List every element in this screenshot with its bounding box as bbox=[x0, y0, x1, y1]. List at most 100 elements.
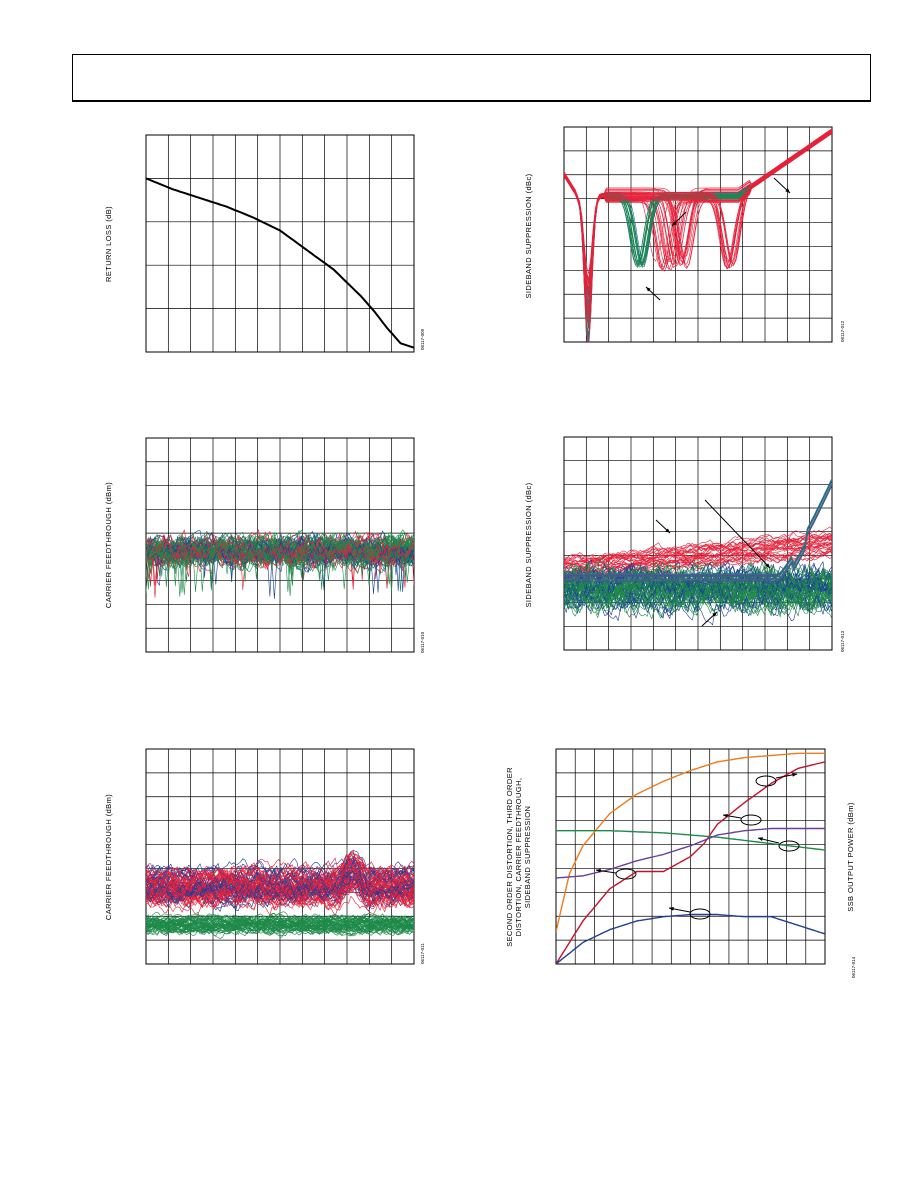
arrow-head bbox=[665, 528, 670, 533]
carrier-trace bbox=[146, 918, 414, 931]
carrier-trace bbox=[146, 869, 414, 907]
arrow-head bbox=[785, 188, 790, 193]
sideband-trace bbox=[564, 128, 832, 325]
arrow-head bbox=[792, 772, 797, 777]
sideband-trace bbox=[564, 539, 832, 568]
sideband-trace bbox=[564, 581, 832, 611]
figure-id: 06117-012 bbox=[840, 320, 845, 342]
sideband-trace bbox=[564, 546, 832, 579]
sideband-trace bbox=[564, 131, 832, 314]
y-axis-label-right: SSB OUTPUT POWER (dBm) bbox=[846, 802, 855, 912]
sideband-trace bbox=[564, 132, 832, 317]
carrier-trace bbox=[146, 535, 414, 590]
y-axis-label-line3: SIDEBAND SUPPRESSION bbox=[523, 806, 532, 909]
annotation-ellipse bbox=[740, 814, 762, 826]
page-header-box bbox=[72, 54, 871, 102]
chart-sideband-suppression-1 bbox=[563, 126, 833, 343]
arrow-head bbox=[758, 837, 763, 841]
carrier-trace bbox=[146, 926, 414, 938]
sideband-trace bbox=[564, 485, 832, 582]
series-line-0 bbox=[556, 752, 825, 932]
arrow-head bbox=[723, 813, 728, 818]
sideband-trace bbox=[564, 562, 832, 597]
carrier-trace bbox=[146, 533, 414, 592]
carrier-trace bbox=[146, 881, 414, 912]
sideband-trace bbox=[564, 531, 832, 560]
sideband-trace bbox=[564, 132, 832, 320]
carrier-trace bbox=[146, 875, 414, 912]
figure-id: 06117-014 bbox=[851, 956, 856, 978]
sideband-trace bbox=[564, 483, 832, 580]
sideband-trace bbox=[564, 530, 832, 562]
sideband-trace bbox=[564, 526, 832, 561]
carrier-trace bbox=[146, 531, 414, 567]
sideband-trace bbox=[564, 541, 832, 572]
chart-return-loss bbox=[145, 134, 415, 353]
carrier-trace bbox=[146, 849, 414, 890]
series-line-3 bbox=[556, 827, 825, 879]
carrier-trace bbox=[146, 534, 414, 583]
chart-sideband-suppression-2 bbox=[563, 436, 833, 651]
carrier-trace bbox=[146, 532, 414, 568]
arrow-head bbox=[669, 906, 674, 911]
sideband-trace bbox=[564, 533, 832, 567]
annotation-ellipse bbox=[755, 775, 777, 787]
sideband-trace bbox=[564, 549, 832, 583]
annotation-ellipse bbox=[689, 908, 711, 920]
figure-id: 06117-009 bbox=[420, 328, 425, 350]
carrier-trace bbox=[146, 920, 414, 933]
sideband-trace bbox=[564, 480, 832, 577]
carrier-trace bbox=[146, 912, 414, 926]
arrow-head bbox=[672, 221, 677, 226]
chart-carrier-feedthrough-2 bbox=[145, 748, 415, 965]
carrier-trace bbox=[146, 920, 414, 933]
series-line-2 bbox=[556, 830, 825, 851]
carrier-trace bbox=[146, 919, 414, 931]
sideband-trace bbox=[564, 537, 832, 565]
annotation-ellipse bbox=[615, 868, 637, 880]
carrier-trace bbox=[146, 857, 414, 885]
y-axis-label: CARRIER FEEDTHROUGH (dBm) bbox=[104, 794, 113, 920]
arrow-head bbox=[646, 287, 651, 292]
sideband-trace bbox=[564, 130, 832, 329]
figure-id: 06117-010 bbox=[420, 631, 425, 653]
carrier-trace bbox=[146, 866, 414, 906]
sideband-trace bbox=[564, 479, 832, 576]
annotation-arrow bbox=[704, 499, 771, 569]
sideband-trace bbox=[564, 584, 832, 615]
y-axis-label: SIDEBAND SUPPRESSION (dBc) bbox=[524, 482, 533, 607]
y-axis-label-line2: DISTORTION, CARRIER FEEDTHROUGH, bbox=[514, 778, 523, 937]
carrier-trace bbox=[146, 870, 414, 910]
y-axis-label: RETURN LOSS (dB) bbox=[104, 206, 113, 282]
carrier-trace bbox=[146, 861, 414, 896]
sideband-trace bbox=[564, 542, 832, 576]
figure-id: 06117-011 bbox=[420, 943, 425, 964]
carrier-trace bbox=[146, 886, 414, 916]
chart-carrier-feedthrough-1 bbox=[145, 437, 415, 653]
carrier-trace bbox=[146, 871, 414, 904]
figure-id: 06117-013 bbox=[840, 630, 845, 652]
carrier-trace bbox=[146, 922, 414, 934]
series-line-1 bbox=[556, 761, 825, 964]
y-axis-label: CARRIER FEEDTHROUGH (dBm) bbox=[104, 482, 113, 608]
sideband-trace bbox=[564, 478, 832, 575]
chart-distortion-vs-power bbox=[555, 748, 826, 965]
sideband-trace bbox=[564, 558, 832, 598]
sideband-trace bbox=[564, 560, 832, 598]
sideband-trace bbox=[564, 484, 832, 581]
sideband-trace bbox=[564, 131, 832, 296]
carrier-trace bbox=[146, 876, 414, 905]
sideband-trace bbox=[564, 573, 832, 605]
carrier-trace bbox=[146, 532, 414, 564]
y-axis-label: SIDEBAND SUPPRESSION (dBc) bbox=[524, 173, 533, 298]
sideband-trace bbox=[564, 569, 832, 606]
carrier-trace bbox=[146, 913, 414, 928]
arrow-head bbox=[765, 563, 770, 568]
annotation-ellipse bbox=[778, 840, 800, 852]
y-axis-label-line1: SECOND ORDER DISTORTION, THIRD ORDER bbox=[505, 767, 514, 947]
carrier-trace bbox=[146, 923, 414, 937]
sideband-trace bbox=[564, 540, 832, 572]
arrow-head bbox=[596, 868, 601, 873]
sideband-trace bbox=[564, 129, 832, 293]
